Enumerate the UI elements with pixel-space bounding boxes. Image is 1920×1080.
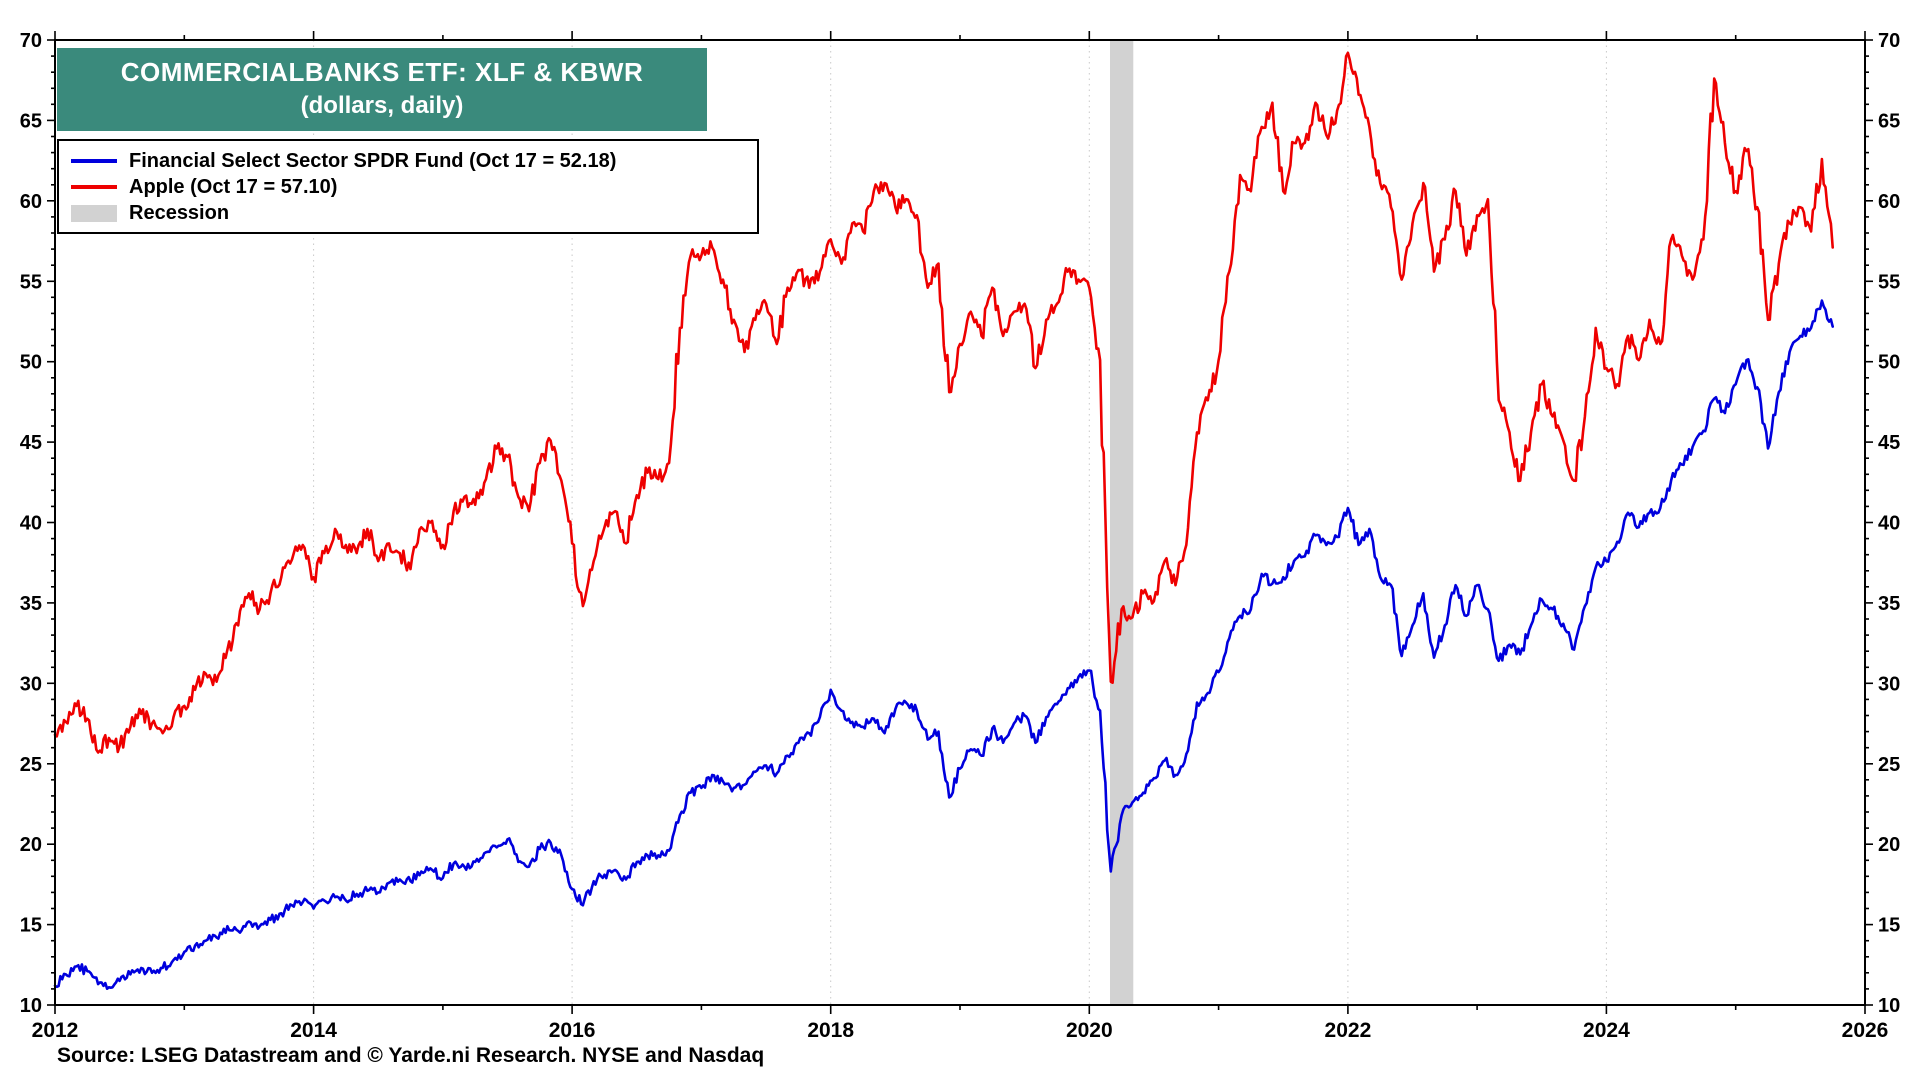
y-tick-label-right: 60: [1878, 191, 1900, 213]
y-tick-label-left: 20: [20, 834, 42, 856]
source-text: Source: LSEG Datastream and © Yarde.ni R…: [57, 1044, 765, 1067]
x-tick-label: 2012: [32, 1019, 79, 1042]
x-tick-label: 2026: [1842, 1019, 1889, 1042]
chart-subtitle: (dollars, daily): [300, 92, 464, 119]
x-tick-label: 2014: [290, 1019, 337, 1042]
x-axis-labels: 2012 2014 2016 2018 2020 2022 2024 2026: [32, 1019, 1889, 1042]
y-tick-label-left: 15: [20, 915, 42, 937]
y-tick-label-right: 10: [1878, 995, 1900, 1017]
y-tick-label-right: 30: [1878, 673, 1900, 695]
legend-item-kbwr: Apple (Oct 17 = 57.10): [71, 174, 745, 200]
y-tick-label-left: 60: [20, 191, 42, 213]
legend-label-kbwr: Apple (Oct 17 = 57.10): [129, 175, 338, 198]
blue-line-swatch: [71, 159, 117, 163]
y-tick-label-left: 50: [20, 352, 42, 374]
y-tick-label-right: 70: [1878, 30, 1900, 52]
y-tick-label-left: 10: [20, 995, 42, 1017]
legend-label-xlf: Financial Select Sector SPDR Fund (Oct 1…: [129, 149, 617, 172]
y-tick-label-right: 25: [1878, 754, 1900, 776]
recession-swatch: [71, 204, 117, 222]
y-tick-label-right: 55: [1878, 271, 1900, 293]
y-tick-label-right: 20: [1878, 834, 1900, 856]
x-tick-label: 2024: [1583, 1019, 1630, 1042]
red-line-swatch: [71, 185, 117, 189]
y-tick-label-right: 15: [1878, 915, 1900, 937]
chart-title-box: COMMERCIALBANKS ETF: XLF & KBWR (dollars…: [57, 48, 707, 131]
y-axis-labels: 10 10 15 15 20 20 25 25 30 30 35 35 40 40 45 45 50 50 55 55…: [20, 30, 1901, 1017]
red-series-line: [53, 51, 1834, 754]
legend-item-xlf: Financial Select Sector SPDR Fund (Oct 1…: [71, 148, 745, 174]
x-tick-label: 2016: [549, 1019, 596, 1042]
y-tick-label-left: 55: [20, 271, 42, 293]
x-tick-label: 2018: [807, 1019, 854, 1042]
y-tick-label-left: 40: [20, 513, 42, 535]
y-tick-label-left: 35: [20, 593, 42, 615]
y-tick-label-left: 45: [20, 432, 42, 454]
chart-title: COMMERCIALBANKS ETF: XLF & KBWR: [120, 57, 644, 87]
y-tick-label-left: 65: [20, 110, 42, 132]
y-tick-label-left: 30: [20, 673, 42, 695]
y-axis-ticks: [47, 39, 1873, 1006]
y-tick-label-right: 35: [1878, 593, 1900, 615]
legend-item-recession: Recession: [71, 200, 745, 226]
y-tick-label-left: 70: [20, 30, 42, 52]
y-tick-label-right: 65: [1878, 110, 1900, 132]
y-tick-label-right: 50: [1878, 352, 1900, 374]
x-tick-label: 2020: [1066, 1019, 1113, 1042]
y-tick-label-left: 25: [20, 754, 42, 776]
legend: Financial Select Sector SPDR Fund (Oct 1…: [57, 139, 759, 234]
x-axis-ticks: [54, 31, 1866, 1014]
legend-label-recession: Recession: [129, 201, 230, 224]
y-tick-label-right: 40: [1878, 513, 1900, 535]
recession-band: [1110, 40, 1134, 1005]
y-tick-label-right: 45: [1878, 432, 1900, 454]
blue-series-line: [53, 299, 1834, 991]
x-tick-label: 2022: [1325, 1019, 1372, 1042]
